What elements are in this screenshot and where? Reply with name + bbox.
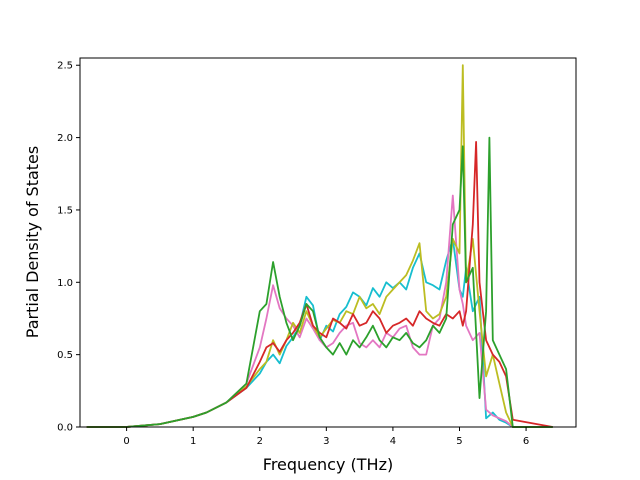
x-axis: 0 1 2 3 4 5 6 (123, 427, 529, 447)
y-tick-label: 1.5 (57, 205, 73, 216)
series-line-5 (86, 136, 553, 428)
series-line-3 (86, 64, 553, 428)
y-tick-label: 0.5 (57, 350, 73, 361)
x-tick-label: 5 (456, 436, 462, 447)
y-tick-label: 2.5 (57, 61, 73, 72)
x-tick-label: 1 (190, 436, 196, 447)
x-axis-label: Frequency (THz) (263, 455, 393, 474)
series-line-2 (86, 194, 553, 428)
y-tick-label: 2.0 (57, 133, 73, 144)
plot-frame (79, 57, 577, 428)
x-tick-label: 4 (390, 436, 396, 447)
x-tick-label: 0 (123, 436, 129, 447)
series-layer (86, 64, 553, 428)
y-axis: 0.0 0.5 1.0 1.5 2.0 2.5 (57, 61, 80, 434)
y-tick-label: 0.0 (57, 423, 73, 434)
series-line-4 (86, 140, 553, 428)
x-tick-label: 3 (323, 436, 329, 447)
x-tick-label: 6 (523, 436, 529, 447)
x-tick-label: 2 (257, 436, 263, 447)
y-tick-label: 1.0 (57, 278, 73, 289)
y-axis-label: Partial Density of States (23, 146, 42, 338)
